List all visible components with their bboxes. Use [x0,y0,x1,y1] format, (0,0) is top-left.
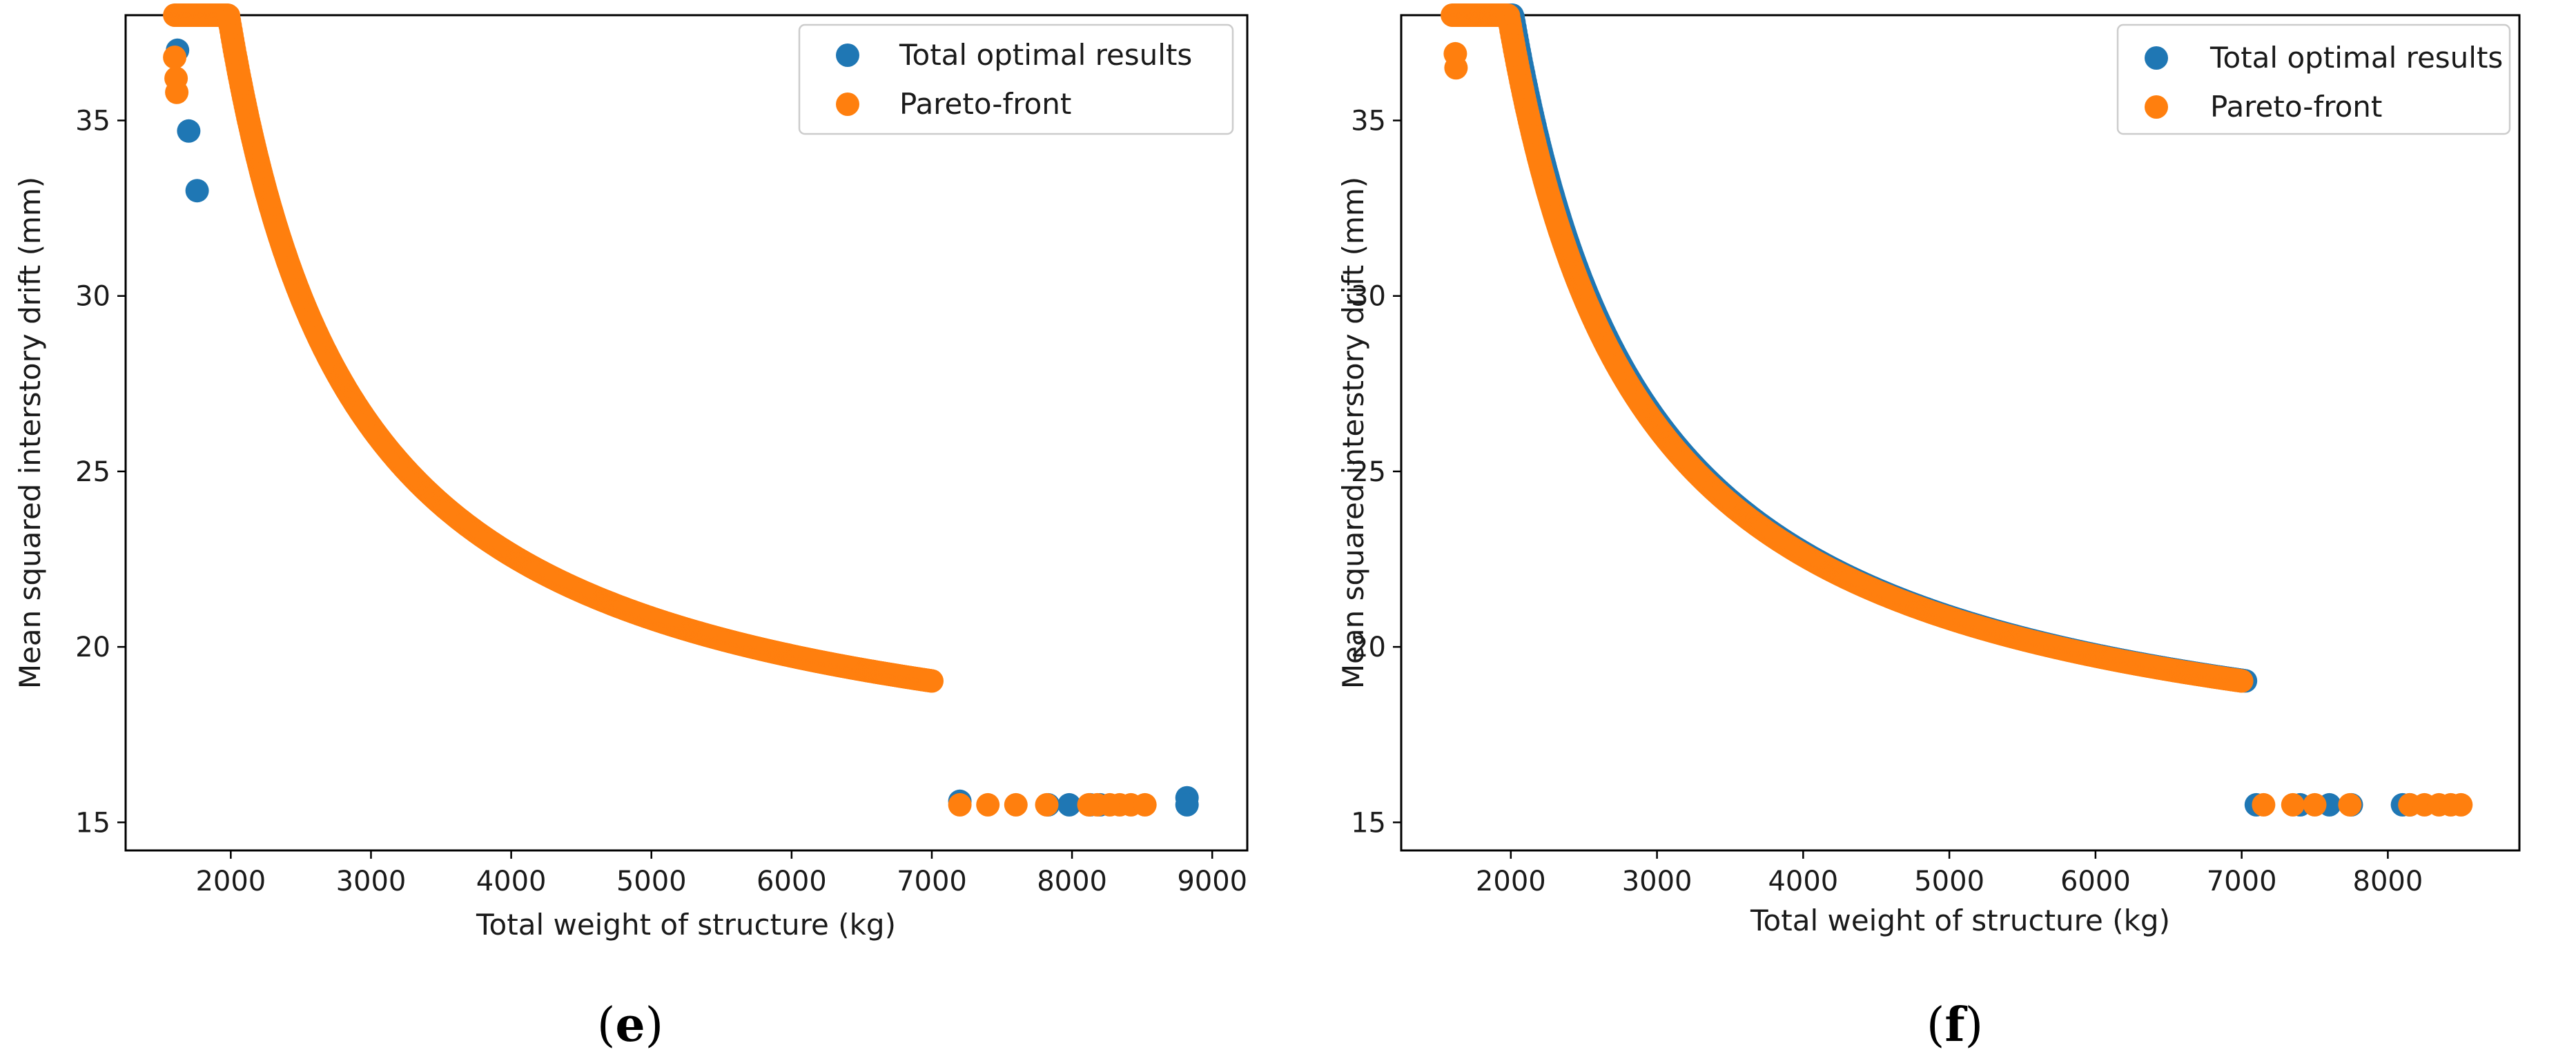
legend-marker-pareto-e [836,92,859,116]
pareto-front-point-f [1444,56,1468,80]
y-tick-label-f: 15 [1351,807,1386,839]
x-tick-label-e: 4000 [476,866,547,897]
caption-open-e: ( [597,998,616,1052]
x-axis-ticks-e: 2000 3000 4000 5000 6000 7000 8000 9000 [195,850,1247,897]
data-points-e [163,3,1199,817]
x-tick-label-e: 3000 [336,866,407,897]
total-optimal-point-e [185,179,209,203]
pareto-front-point-f [2252,792,2276,817]
plot-area-f [1400,14,2521,852]
y-tick-label-f: 30 [1351,281,1386,313]
caption-letter-e: e [615,997,645,1052]
pareto-front-point-f [2449,792,2473,817]
pareto-front-point-e [165,80,189,104]
legend-label-total-f: Total optimal results [2209,41,2503,75]
chart-f: 2000 3000 4000 5000 6000 7000 8000 1520253035 … [1336,3,2521,1052]
x-tick-label-f: 5000 [1914,866,1984,897]
x-axis-ticks-f: 2000 3000 4000 5000 6000 7000 8000 [1476,850,2423,897]
caption-close-e: ) [645,998,664,1052]
y-tick-label-e: 15 [75,807,110,839]
plot-area-e [124,14,1249,852]
caption-close-f: ) [1965,998,1984,1052]
pareto-front-point-e [1035,792,1059,817]
x-tick-label-e: 5000 [616,866,687,897]
x-tick-label-e: 6000 [757,866,827,897]
x-tick-label-f: 2000 [1476,866,1546,897]
total-optimal-point-e [177,119,201,143]
y-tick-label-e: 35 [75,106,110,137]
pareto-front-point-e [920,669,944,693]
legend-box-f [2116,23,2511,135]
legend-box-e [798,23,1234,135]
x-tick-label-f: 3000 [1622,866,1692,897]
caption-open-f: ( [1926,998,1945,1052]
x-axis-label-e: Total weight of structure (kg) [476,908,896,942]
pareto-front-point-e [163,46,187,69]
x-tick-label-f: 4000 [1768,866,1838,897]
y-axis-ticks-f: 15 20 25 30 35 [1351,106,1401,839]
legend-e: Total optimal results Pareto-front [798,23,1234,135]
pareto-front-point-e [976,792,1000,817]
y-tick-label-e: 20 [75,632,110,663]
legend-marker-total-e [836,43,859,67]
x-tick-label-f: 8000 [2353,866,2423,897]
legend-marker-pareto-f [2145,95,2168,119]
x-tick-label-e: 9000 [1177,866,1247,897]
pareto-front-point-f [2281,792,2305,817]
legend-f: Total optimal results Pareto-front [2116,23,2511,135]
caption-f: (f) [1926,997,1983,1052]
x-tick-label-f: 7000 [2207,866,2277,897]
legend-label-pareto-f: Pareto-front [2210,90,2382,124]
y-tick-label-f: 20 [1351,632,1386,663]
y-tick-label-f: 25 [1351,456,1386,488]
total-optimal-point-e [1175,792,1199,817]
x-tick-label-e: 8000 [1037,866,1107,897]
pareto-front-point-f [2229,669,2254,693]
legend-label-total-e: Total optimal results [899,38,1192,72]
pareto-front-point-e [948,792,972,817]
y-tick-label-e: 30 [75,281,110,313]
y-axis-ticks-e: 15 20 25 30 35 [75,106,126,839]
legend-label-pareto-e: Pareto-front [899,87,1071,121]
data-points-f [1441,3,2473,817]
chart-e: 2000 3000 4000 5000 6000 7000 8000 9000 15 20 25 3… [13,3,1249,1052]
pareto-front-point-f [2303,792,2327,817]
pareto-front-point-e [1004,792,1028,817]
y-tick-label-f: 35 [1351,106,1386,137]
x-tick-label-f: 6000 [2060,866,2131,897]
y-axis-label-e: Mean squared interstory drift (mm) [13,177,47,689]
caption-e: (e) [597,997,663,1052]
y-tick-label-e: 25 [75,456,110,488]
total-optimal-point-e [1057,792,1081,817]
x-axis-label-f: Total weight of structure (kg) [1750,904,2170,937]
x-tick-label-e: 7000 [897,866,967,897]
y-axis-label-f: Mean squared interstory drift (mm) [1336,177,1370,689]
x-tick-label-e: 2000 [195,866,266,897]
pareto-front-point-e [1133,792,1157,817]
legend-marker-total-f [2145,46,2168,70]
caption-letter-f: f [1944,997,1967,1052]
pareto-front-point-f [2338,792,2362,817]
